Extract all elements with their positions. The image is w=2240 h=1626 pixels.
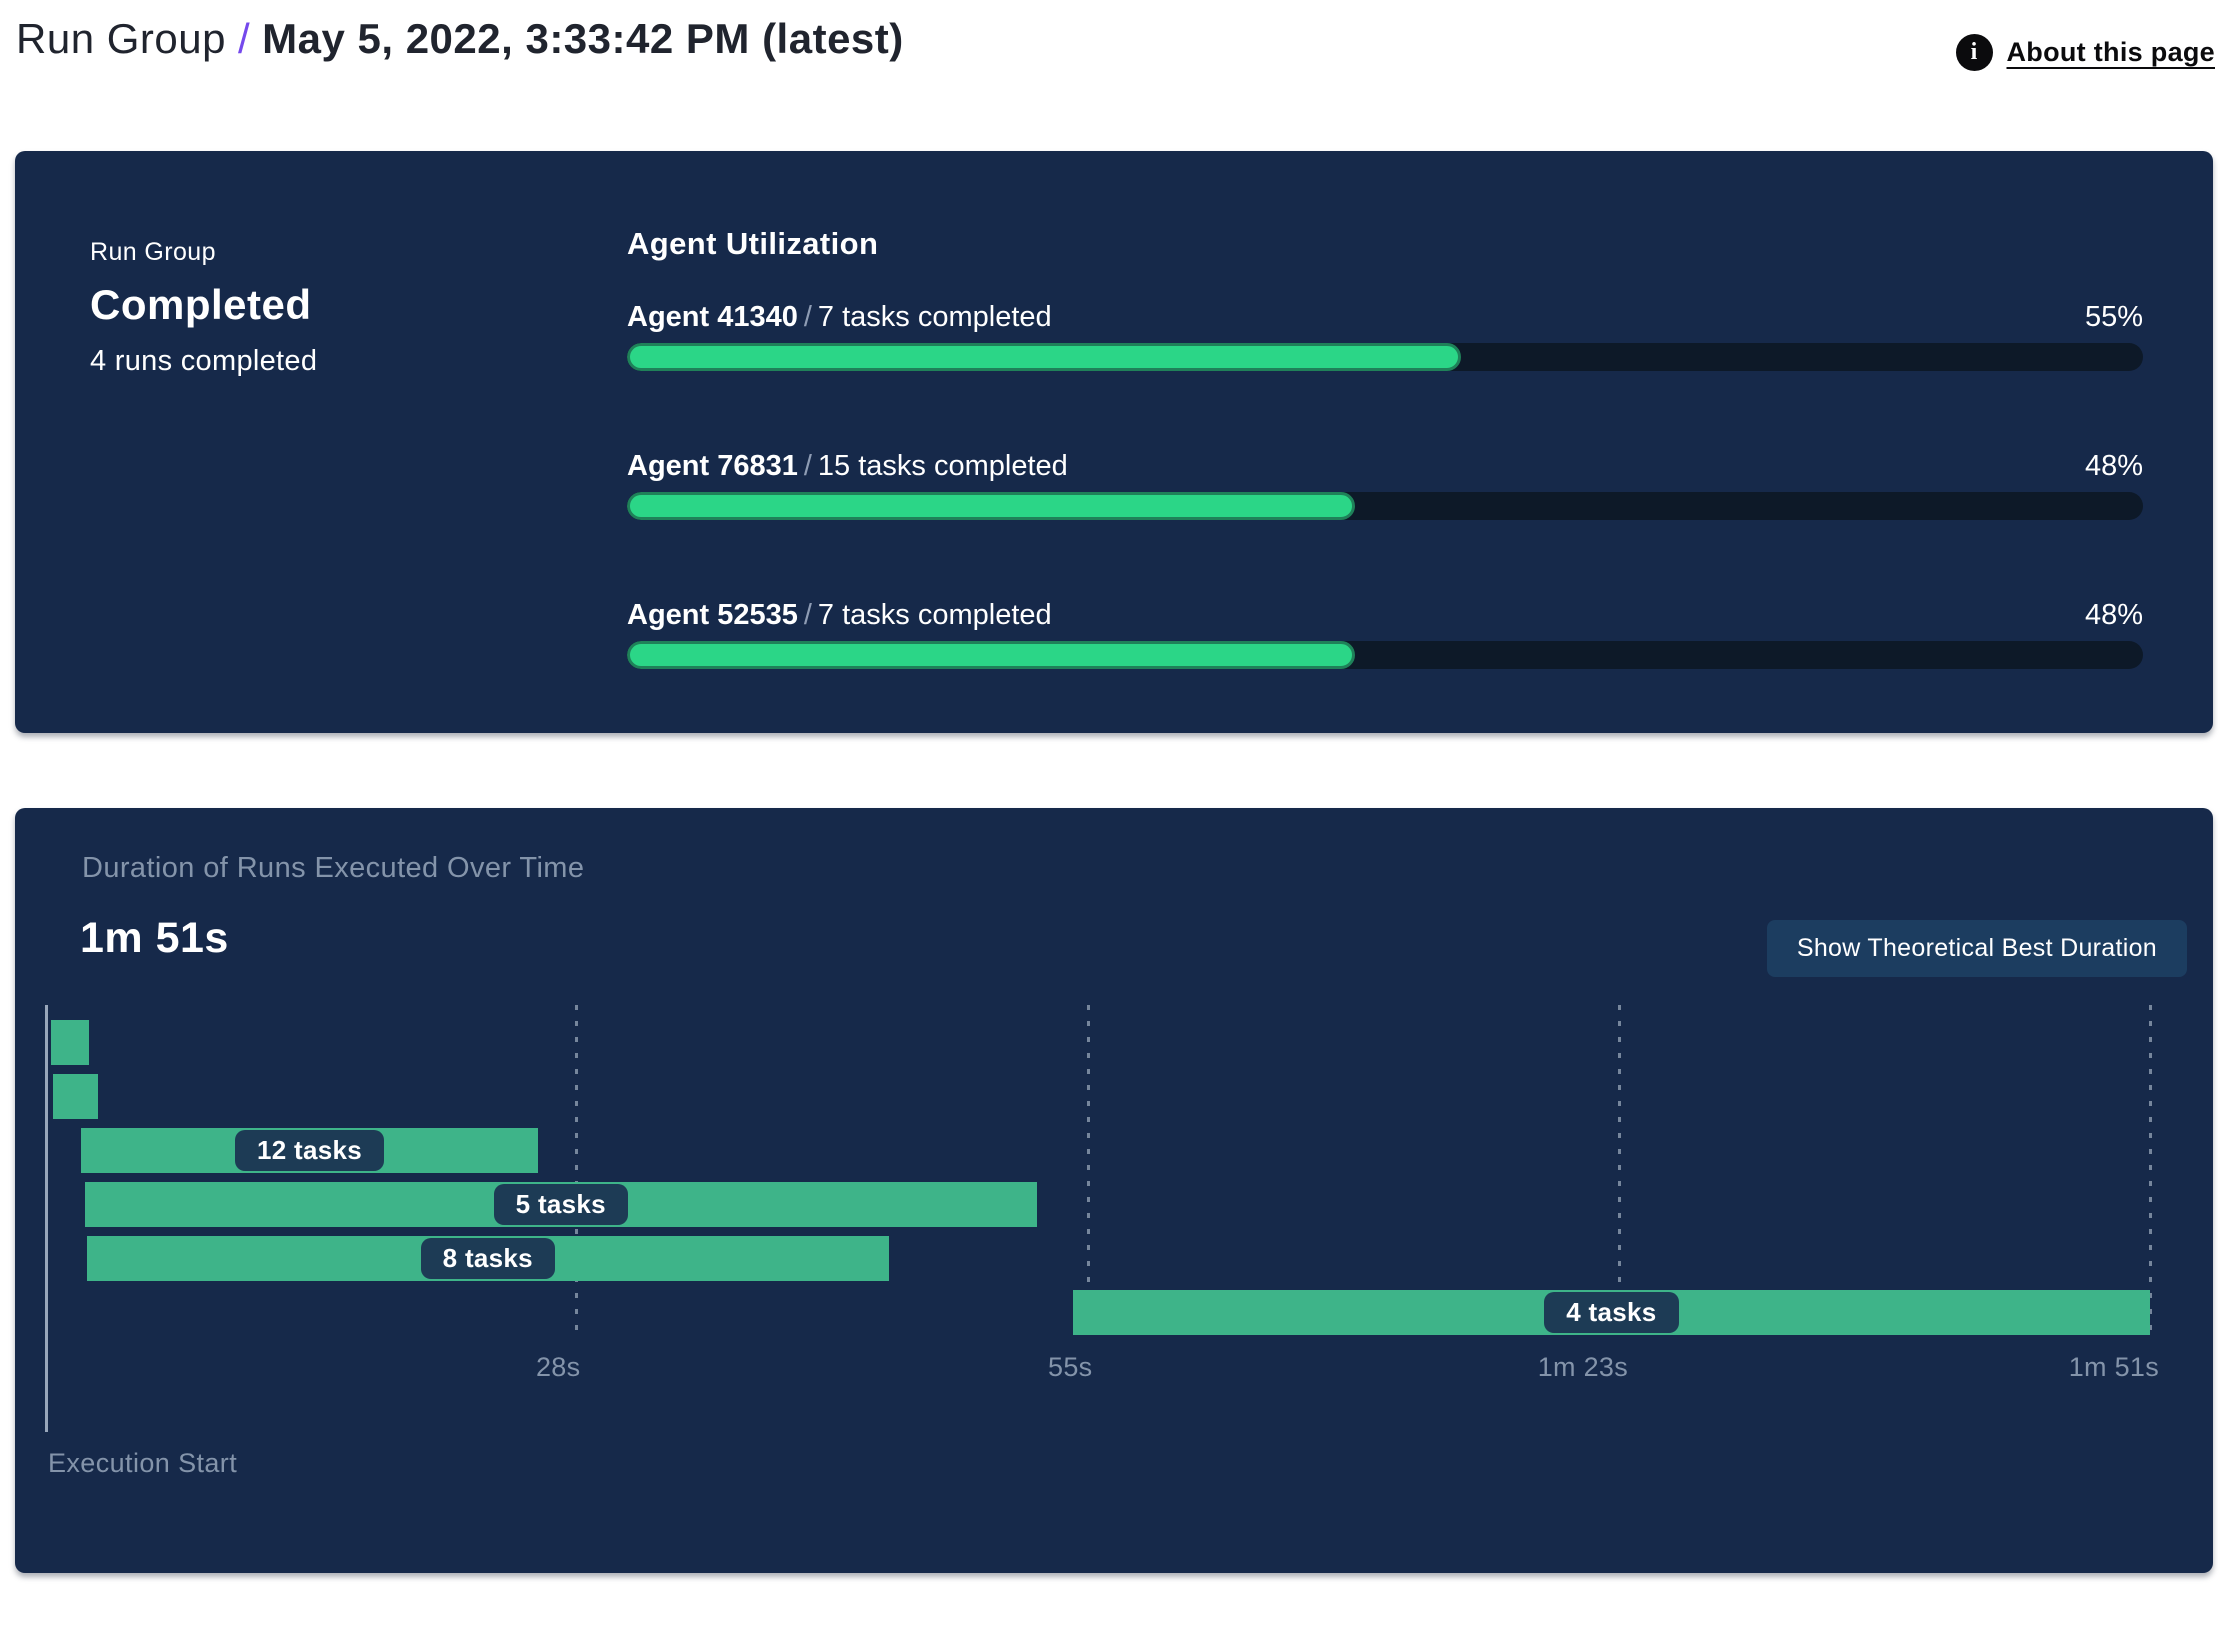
show-theoretical-best-duration-button[interactable]: Show Theoretical Best Duration xyxy=(1766,920,2187,977)
task-count-pill: 5 tasks xyxy=(493,1184,628,1225)
time-gridline xyxy=(1618,1005,1621,1340)
run-group-status-card: Run Group Completed 4 runs completed Age… xyxy=(15,151,2213,733)
axis-tick-label: 1m 51s xyxy=(2068,1352,2160,1382)
agent-label-separator: / xyxy=(803,450,812,482)
total-duration-value: 1m 51s xyxy=(80,914,229,962)
breadcrumb-run-group[interactable]: Run Group xyxy=(16,15,226,62)
status-completed: Completed xyxy=(90,281,312,328)
run-duration-bar[interactable] xyxy=(50,1020,89,1065)
agent-name: Agent 41340 xyxy=(627,301,798,333)
run-duration-bar[interactable]: 12 tasks xyxy=(81,1128,539,1173)
utilization-bar-fill xyxy=(627,492,1355,520)
agent-label-line: Agent 76831/15 tasks completed 48% xyxy=(627,449,2143,483)
time-gridline xyxy=(574,1005,578,1340)
run-duration-bar[interactable]: 5 tasks xyxy=(84,1182,1037,1227)
task-count-pill: 12 tasks xyxy=(235,1130,385,1171)
info-icon: i xyxy=(1955,34,1993,71)
agent-label-line: Agent 41340/7 tasks completed 55% xyxy=(627,300,2143,334)
utilization-bar-track xyxy=(627,343,2143,371)
time-gridline xyxy=(1087,1005,1091,1340)
chart-title: Duration of Runs Executed Over Time xyxy=(82,852,585,884)
runs-completed-count: 4 runs completed xyxy=(90,345,318,377)
agent-utilization-section: Agent Utilization Agent 41340/7 tasks co… xyxy=(627,226,2143,669)
page-title: Run Group / May 5, 2022, 3:33:42 PM (lates… xyxy=(16,14,904,64)
run-duration-bar[interactable] xyxy=(52,1074,99,1119)
about-link-label: About this page xyxy=(2006,37,2215,67)
page-title-date: May 5, 2022, 3:33:42 PM (latest) xyxy=(262,15,904,62)
agent-tasks-completed: 7 tasks completed xyxy=(817,599,1052,631)
agent-utilization-row: Agent 52535/7 tasks completed 48% xyxy=(627,598,2143,669)
agent-label-line: Agent 52535/7 tasks completed 48% xyxy=(627,598,2143,632)
task-count-pill: 4 tasks xyxy=(1544,1292,1679,1333)
execution-start-axis-line xyxy=(45,1005,48,1432)
agent-name: Agent 76831 xyxy=(627,450,798,482)
agent-utilization-rows: Agent 41340/7 tasks completed 55% Agent 76… xyxy=(627,300,2143,669)
run-group-status-panel: Run Group Completed 4 runs completed xyxy=(90,226,627,663)
agent-utilization-row: Agent 76831/15 tasks completed 48% xyxy=(627,449,2143,520)
agent-utilization-percent: 55% xyxy=(2084,301,2143,333)
axis-tick-label: 1m 23s xyxy=(1537,1352,1629,1382)
agent-label: Agent 41340/7 tasks completed xyxy=(627,300,1052,334)
agent-utilization-percent: 48% xyxy=(2084,599,2143,631)
execution-start-label: Execution Start xyxy=(48,1448,238,1478)
agent-utilization-row: Agent 41340/7 tasks completed 55% xyxy=(627,300,2143,371)
agent-tasks-completed: 7 tasks completed xyxy=(817,301,1052,333)
about-this-page-link[interactable]: i About this page xyxy=(1955,34,2216,71)
run-duration-bar[interactable]: 8 tasks xyxy=(86,1236,889,1281)
time-gridline xyxy=(2149,1005,2152,1340)
utilization-bar-track xyxy=(627,641,2143,669)
agent-utilization-percent: 48% xyxy=(2084,450,2143,482)
run-duration-bar[interactable]: 4 tasks xyxy=(1072,1290,2150,1335)
gantt-plot-area: 12 tasks 5 tasks 8 tasks 4 tasks xyxy=(45,1005,2152,1345)
breadcrumb-separator: / xyxy=(237,15,251,62)
agent-tasks-completed: 15 tasks completed xyxy=(817,450,1068,482)
run-group-label: Run Group xyxy=(90,238,216,266)
time-axis-tick-labels: 28s 55s 1m 23s 1m 51s xyxy=(45,1352,2159,1386)
utilization-bar-track xyxy=(627,492,2143,520)
agent-utilization-heading: Agent Utilization xyxy=(627,226,879,261)
utilization-bar-fill xyxy=(627,641,1355,669)
agent-label-separator: / xyxy=(803,301,812,333)
agent-label: Agent 52535/7 tasks completed xyxy=(627,598,1052,632)
page-header: Run Group / May 5, 2022, 3:33:42 PM (lates… xyxy=(0,0,2240,151)
task-count-pill: 8 tasks xyxy=(420,1238,555,1279)
axis-tick-label: 28s xyxy=(535,1352,581,1382)
duration-chart-card: Duration of Runs Executed Over Time 1m 5… xyxy=(15,808,2213,1573)
axis-tick-label: 55s xyxy=(1048,1352,1093,1382)
agent-label-separator: / xyxy=(803,599,812,631)
agent-name: Agent 52535 xyxy=(627,599,798,631)
agent-label: Agent 76831/15 tasks completed xyxy=(627,449,1068,483)
utilization-bar-fill xyxy=(627,343,1461,371)
